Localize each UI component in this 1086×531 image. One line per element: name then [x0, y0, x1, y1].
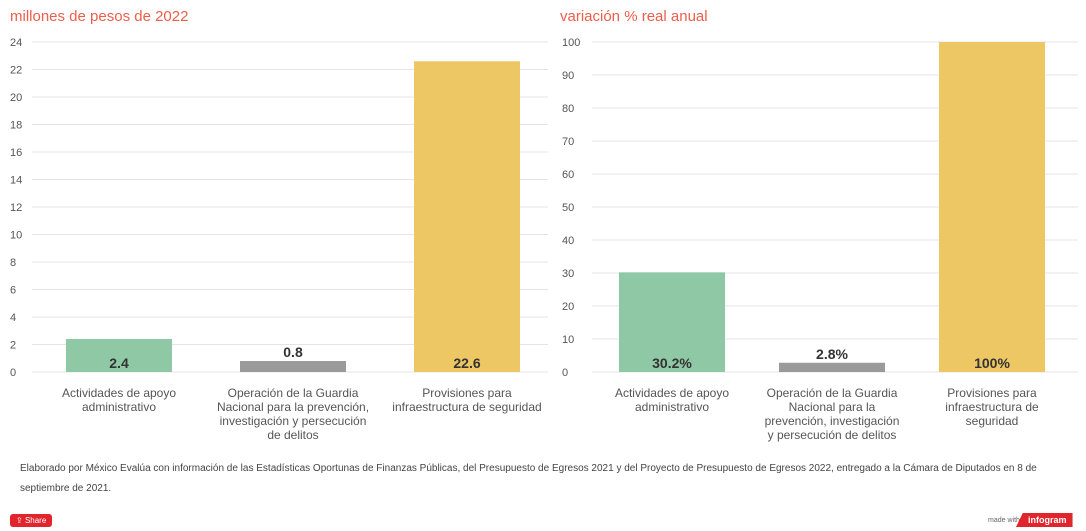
left-y-tick-label: 14	[10, 175, 22, 187]
right-category-line: Nacional para la	[788, 400, 876, 414]
left-category-line: administrativo	[81, 400, 157, 414]
right-category-line: Actividades de apoyo	[614, 386, 730, 400]
right-chart-title: variación % real anual	[560, 8, 708, 25]
right-y-tick-label: 50	[562, 202, 574, 214]
left-y-tick-label: 10	[10, 230, 22, 242]
infogram-logo[interactable]: infogram	[1016, 513, 1073, 527]
left-y-tick-label: 4	[10, 312, 16, 324]
right-y-tick-label: 100	[562, 37, 580, 49]
left-category-line: de delitos	[267, 428, 319, 442]
right-y-tick-label: 60	[562, 169, 574, 181]
left-y-tick-label: 0	[10, 367, 16, 379]
right-bar	[619, 272, 725, 372]
left-category-line: Provisiones para	[422, 386, 512, 400]
left-y-tick-label: 8	[10, 257, 16, 269]
right-y-tick-label: 90	[562, 70, 574, 82]
left-y-tick-label: 22	[10, 65, 22, 77]
right-bar	[939, 42, 1045, 372]
left-category-label: Operación de la Guardia Nacional para la …	[203, 386, 383, 442]
right-y-tick-label: 30	[562, 268, 574, 280]
right-category-label: Provisiones para infraestructura de seguri…	[902, 386, 1082, 428]
left-y-tick-label: 18	[10, 120, 22, 132]
share-label: Share	[24, 516, 47, 525]
left-y-tick-label: 6	[10, 285, 16, 297]
right-category-line: administrativo	[634, 400, 710, 414]
left-y-tick-label: 12	[10, 202, 22, 214]
right-category-line: Provisiones para	[947, 386, 1037, 400]
right-data-label: 30.2%	[652, 355, 692, 371]
right-y-tick-label: 10	[562, 334, 574, 346]
left-category-line: Operación de la Guardia	[227, 386, 359, 400]
left-category-line: investigación y persecución	[219, 414, 367, 428]
right-category-line: infraestructura de	[945, 400, 1039, 414]
right-category-label: Operación de la Guardia Nacional para la p…	[742, 386, 922, 442]
left-y-tick-label: 16	[10, 147, 22, 159]
left-data-label: 0.8	[283, 344, 303, 360]
right-y-tick-label: 0	[562, 367, 568, 379]
right-category-label: Actividades de apoyo administrativo	[582, 386, 762, 414]
left-chart-title: millones de pesos de 2022	[10, 8, 189, 25]
made-with-label: made with	[988, 517, 1020, 524]
left-category-line: Actividades de apoyo	[61, 386, 177, 400]
left-bar	[414, 61, 520, 372]
left-bar	[240, 361, 346, 372]
left-category-label: Provisiones para infraestructura de segur…	[377, 386, 557, 414]
right-category-line: y persecución de delitos	[767, 428, 897, 442]
right-y-tick-label: 40	[562, 235, 574, 247]
right-bar	[779, 362, 885, 372]
left-data-label: 2.4	[109, 355, 129, 371]
left-y-tick-label: 2	[10, 340, 16, 352]
left-y-tick-label: 24	[10, 37, 22, 49]
right-category-line: seguridad	[965, 414, 1019, 428]
left-y-tick-label: 20	[10, 92, 22, 104]
right-y-tick-label: 80	[562, 103, 574, 115]
left-category-line: infraestructura de seguridad	[392, 400, 542, 414]
left-category-line: Nacional para la prevención,	[216, 400, 370, 414]
right-y-tick-label: 20	[562, 301, 574, 313]
left-bar	[66, 339, 172, 372]
share-button[interactable]: ⇪ Share	[10, 514, 53, 527]
left-category-label: Actividades de apoyo administrativo	[29, 386, 209, 414]
left-data-label: 22.6	[453, 355, 480, 371]
source-note: Elaborado por México Evalúa con informac…	[20, 463, 1037, 494]
share-icon: ⇪	[16, 516, 25, 525]
right-y-tick-label: 70	[562, 136, 574, 148]
right-data-label: 100%	[974, 355, 1010, 371]
right-category-line: Operación de la Guardia	[766, 386, 898, 400]
right-category-line: prevención, investigación	[764, 414, 900, 428]
right-data-label: 2.8%	[816, 346, 848, 362]
